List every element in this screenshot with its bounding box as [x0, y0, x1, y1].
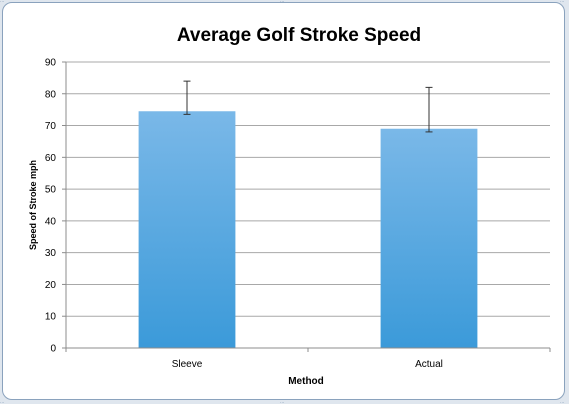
y-tick-label: 30	[45, 248, 57, 259]
resize-handle-top-right[interactable]: ⋯	[560, 0, 564, 3]
y-tick-label: 0	[50, 344, 56, 355]
y-tick-label: 80	[45, 89, 57, 100]
y-tick-label: 40	[45, 216, 57, 227]
x-axis-label: Method	[288, 376, 324, 387]
y-tick-label: 20	[45, 280, 57, 291]
resize-handle-bottom-left[interactable]: ⋯	[0, 401, 4, 404]
bar	[138, 111, 236, 348]
axes	[62, 61, 551, 352]
resize-handle-bottom-right[interactable]: ⋯	[560, 401, 564, 404]
resize-handle-top-left[interactable]: ⋯	[0, 0, 4, 3]
bars	[138, 80, 478, 348]
bar	[380, 128, 478, 348]
resize-handle-top[interactable]: ⋯	[280, 0, 284, 3]
y-tick-label: 10	[45, 312, 57, 323]
x-tick-label: Sleeve	[172, 359, 203, 370]
y-tick-label: 50	[45, 185, 57, 196]
y-tick-label: 90	[45, 58, 57, 69]
x-tick-label: Actual	[415, 359, 443, 370]
y-tick-label: 60	[45, 153, 57, 164]
chart-frame: Average Golf Stroke Speed 0 10 20 30 40 50 60 7…	[2, 2, 565, 400]
y-tick-label: 70	[45, 121, 57, 132]
chart-title: Average Golf Stroke Speed	[177, 25, 421, 46]
y-axis-label: Speed of Stroke mph	[28, 160, 38, 250]
resize-handle-bottom[interactable]: ⋯	[280, 401, 284, 404]
tick-labels: 0 10 20 30 40 50 60 70 80 90 Sleeve Actual	[45, 58, 443, 371]
bar-chart: Average Golf Stroke Speed 0 10 20 30 40 50 60 7…	[28, 25, 551, 387]
